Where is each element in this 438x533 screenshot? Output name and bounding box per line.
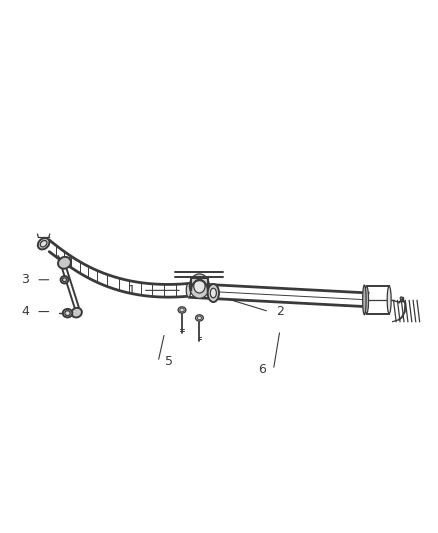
Ellipse shape (387, 286, 391, 314)
Ellipse shape (65, 311, 70, 316)
Ellipse shape (40, 240, 47, 247)
Text: 5: 5 (165, 356, 173, 368)
Ellipse shape (194, 279, 205, 293)
Ellipse shape (363, 285, 366, 315)
Ellipse shape (208, 284, 219, 302)
Ellipse shape (195, 315, 203, 321)
Ellipse shape (189, 274, 209, 298)
Text: 6: 6 (258, 364, 266, 376)
Ellipse shape (210, 288, 216, 298)
Ellipse shape (60, 276, 68, 284)
Text: 2: 2 (276, 305, 284, 318)
Ellipse shape (71, 308, 82, 318)
Ellipse shape (197, 316, 201, 320)
Text: 1: 1 (128, 284, 136, 297)
Text: 4: 4 (21, 305, 29, 318)
Ellipse shape (364, 286, 368, 314)
Ellipse shape (178, 307, 186, 313)
Ellipse shape (186, 284, 191, 297)
Ellipse shape (180, 308, 184, 312)
Ellipse shape (38, 238, 49, 249)
Ellipse shape (63, 309, 72, 317)
Ellipse shape (58, 257, 71, 269)
Ellipse shape (63, 278, 67, 281)
Text: 3: 3 (21, 273, 29, 286)
Ellipse shape (400, 297, 403, 300)
